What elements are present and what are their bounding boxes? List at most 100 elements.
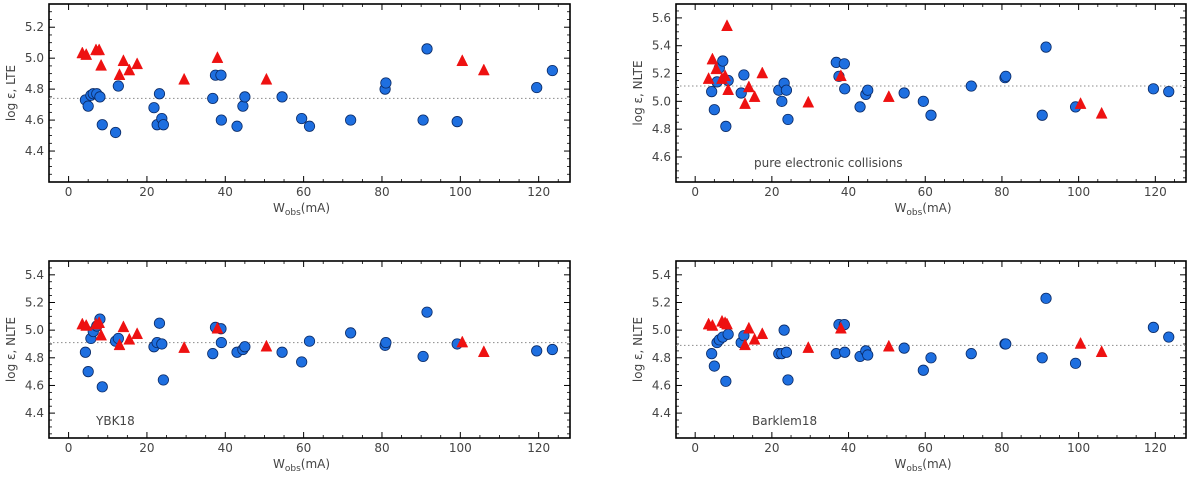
y-tick-label: 4.6 (25, 378, 44, 392)
circle-point (1163, 86, 1175, 98)
triangle-point (756, 66, 769, 79)
triangle-point (706, 318, 719, 331)
circle-point (1147, 321, 1160, 333)
triangle-point (113, 338, 126, 351)
x-tick-label: 80 (374, 441, 389, 455)
x-tick-label: 120 (527, 441, 550, 455)
circle-point (965, 80, 977, 92)
circle-point (417, 350, 429, 363)
plot-frame (675, 260, 1187, 439)
triangle-point (739, 97, 751, 109)
circle-point (96, 381, 108, 393)
y-tick-label: 4.6 (25, 113, 44, 127)
circle-point (1036, 352, 1048, 364)
circle-point (1163, 331, 1175, 343)
x-axis-label-unit: (mA) (922, 201, 951, 215)
x-tick-label: 0 (65, 185, 73, 199)
triangle-point (834, 321, 847, 334)
circle-point (925, 109, 937, 121)
triangle-point (260, 339, 273, 352)
triangle-point (756, 327, 769, 340)
triangle-point (456, 335, 469, 348)
triangle-point (739, 338, 751, 351)
y-tick-label: 5.2 (652, 295, 671, 309)
triangle-point (721, 19, 733, 31)
x-tick-label: 20 (139, 441, 154, 455)
y-tick-label: 4.6 (652, 150, 671, 164)
triangle-point (211, 51, 224, 63)
circle-point (546, 64, 558, 77)
x-tick-label: 100 (449, 441, 472, 455)
triangle-point (456, 54, 469, 67)
circle-point (303, 335, 316, 347)
circle-point (720, 120, 732, 132)
y-tick-label: 4.8 (652, 351, 671, 365)
triangle-point (882, 90, 895, 102)
circle-point (380, 336, 392, 349)
x-tick-label: 120 (527, 185, 550, 199)
circle-point (720, 375, 732, 387)
y-axis-label: log ε, NLTE (4, 317, 18, 382)
triangle-point (95, 58, 108, 71)
circle-point (839, 83, 851, 95)
circle-point (215, 114, 227, 126)
circle-point (782, 374, 794, 386)
circle-point (898, 342, 910, 354)
panel-annotation: YBK18 (95, 414, 135, 428)
triangle-point (721, 317, 733, 330)
circle-point (722, 328, 734, 340)
circle-point (917, 364, 929, 376)
circle-point (82, 366, 94, 378)
circle-point (531, 81, 543, 94)
x-axis-label-subscript: obs (285, 464, 301, 474)
circle-point (839, 346, 851, 358)
circle-point (276, 91, 288, 103)
x-tick-label: 40 (841, 441, 856, 455)
x-axis-label-main: W (273, 457, 285, 471)
circle-point (735, 87, 747, 99)
x-tick-label: 100 (449, 185, 472, 199)
y-tick-label: 5.4 (25, 268, 44, 282)
y-tick-label: 5.6 (652, 11, 671, 25)
circle-point (94, 91, 106, 103)
circle-point (231, 120, 243, 132)
x-axis-label: Wobs(mA) (273, 201, 330, 218)
triangle-point (477, 345, 490, 358)
triangle-point (1074, 336, 1087, 349)
panel-annotation: Barklem18 (752, 414, 817, 428)
triangle-point (706, 52, 719, 65)
triangle-point (95, 328, 108, 341)
circle-point (109, 126, 122, 139)
circle-point (965, 348, 977, 360)
triangle-point (1095, 345, 1108, 358)
x-tick-label: 40 (218, 185, 233, 199)
circle-point (1040, 41, 1052, 53)
triangle-point (802, 341, 815, 353)
circle-point (708, 360, 720, 372)
circle-point (898, 87, 910, 99)
x-axis-label-main: W (273, 201, 285, 215)
x-axis-label-subscript: obs (906, 208, 922, 218)
x-tick-label: 20 (764, 185, 779, 199)
circle-point (79, 346, 92, 358)
x-tick-label: 60 (296, 441, 311, 455)
y-tick-label: 4.4 (25, 144, 44, 158)
y-tick-label: 4.8 (25, 351, 44, 365)
x-axis-label-unit: (mA) (922, 457, 951, 471)
circle-point (838, 58, 850, 70)
x-axis-label-subscript: obs (285, 208, 301, 218)
x-axis-label: Wobs(mA) (894, 457, 951, 474)
triangle-point (748, 90, 761, 102)
triangle-point (742, 321, 755, 334)
x-tick-label: 60 (918, 185, 933, 199)
circle-point (148, 102, 160, 114)
y-axis-label: log ε, NLTE (631, 317, 645, 382)
panel-3: 0 20 40 60 80 100 120 4.4 4.6 4.8 5.0 5.2 5.4 log ε, … (4, 260, 571, 474)
triangle-point (719, 69, 731, 82)
triangle-point (131, 327, 144, 340)
y-tick-label: 4.4 (652, 406, 671, 420)
y-tick-label: 4.8 (25, 82, 44, 96)
circle-point (706, 348, 718, 360)
circle-point (157, 374, 169, 386)
triangle-point (1074, 97, 1087, 109)
